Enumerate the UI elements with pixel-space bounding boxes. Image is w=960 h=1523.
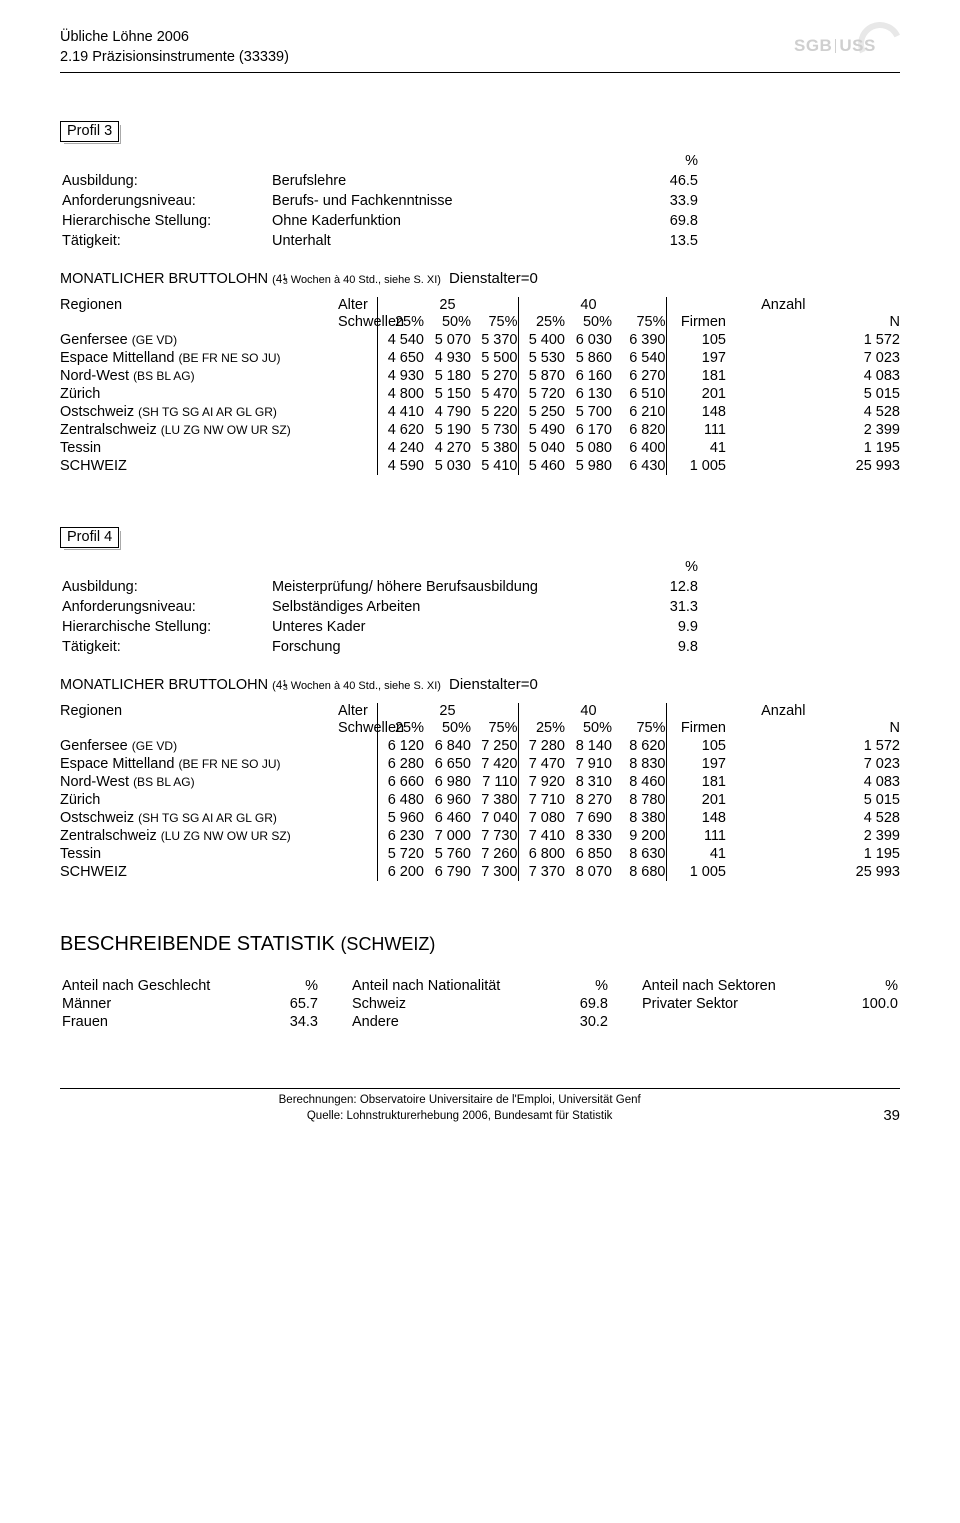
stats-row-item: Privater Sektor100.0 (642, 996, 898, 1012)
stats-header: Anteil nach Sektoren% (642, 978, 898, 994)
stats-title: BESCHREIBENDE STATISTIK (SCHWEIZ) (60, 933, 900, 956)
profil-attr-row: Ausbildung:Meisterprüfung/ höhere Berufs… (62, 578, 698, 596)
stats-block: Anteil nach Nationalität% Schweiz69.8 Ande… (350, 976, 610, 1032)
table-row: Genfersee (GE VD) 4 5405 0705 370 5 4006… (60, 331, 900, 349)
profil-attr-row: Tätigkeit:Forschung9.8 (62, 638, 698, 656)
stats-row-item: Andere30.2 (352, 1014, 608, 1030)
wage-table: Regionen Alter 25 40 Anzahl Schwellen 25… (60, 703, 900, 881)
table-row: SCHWEIZ 4 5905 0305 410 5 4605 9806 430 … (60, 457, 900, 475)
logo-right: USS (839, 36, 875, 55)
profil-box: Profil 3 (60, 121, 119, 142)
profil-attr-row: Anforderungsniveau:Selbständiges Arbeite… (62, 598, 698, 616)
table-row: Tessin 4 2404 2705 380 5 0405 0806 400 4… (60, 439, 900, 457)
stats-block: Anteil nach Geschlecht% Männer65.7 Frauen3… (60, 976, 320, 1032)
stats-header: Anteil nach Geschlecht% (62, 978, 318, 994)
sgb-uss-logo: SGB USS (794, 28, 900, 68)
table-row: SCHWEIZ 6 2006 7907 300 7 3708 0708 680 … (60, 863, 900, 881)
profil-section: Profil 3 % Ausbildung:Berufslehre46.5 Anf… (60, 121, 900, 475)
table-row: Nord-West (BS BL AG) 6 6606 9807 110 7 9… (60, 773, 900, 791)
table-header-row: Regionen Alter 25 40 Anzahl (60, 297, 900, 314)
header-left: Übliche Löhne 2006 2.19 Präzisionsinstru… (60, 28, 289, 67)
brutto-line: MONATLICHER BRUTTOLOHN (413 Wochen à 40 … (60, 676, 900, 693)
stats-row: Anteil nach Geschlecht% Männer65.7 Frauen3… (60, 976, 900, 1032)
profil-attr-row: Hierarchische Stellung:Unteres Kader9.9 (62, 618, 698, 636)
header-line1: Übliche Löhne 2006 (60, 28, 289, 48)
table-row: Espace Mittelland (BE FR NE SO JU) 4 650… (60, 349, 900, 367)
table-header-row: Regionen Alter 25 40 Anzahl (60, 703, 900, 720)
profil-attr-row: Ausbildung:Berufslehre46.5 (62, 172, 698, 190)
page-header: Übliche Löhne 2006 2.19 Präzisionsinstru… (60, 28, 900, 73)
page-number: 39 (859, 1107, 900, 1124)
table-row: Zentralschweiz (LU ZG NW OW UR SZ) 4 620… (60, 421, 900, 439)
profil-attr-row: Anforderungsniveau:Berufs- und Fachkennt… (62, 192, 698, 210)
profil-attr-row: Hierarchische Stellung:Ohne Kaderfunktio… (62, 212, 698, 230)
stats-row-item: Frauen34.3 (62, 1014, 318, 1030)
page-footer: Berechnungen: Observatoire Universitaire… (60, 1088, 900, 1124)
stats-header: Anteil nach Nationalität% (352, 978, 608, 994)
table-row: Nord-West (BS BL AG) 4 9305 1805 270 5 8… (60, 367, 900, 385)
profil-attrs: % Ausbildung:Berufslehre46.5 Anforderung… (60, 150, 700, 252)
wage-table: Regionen Alter 25 40 Anzahl Schwellen 25… (60, 297, 900, 475)
stats-row-item: Männer65.7 (62, 996, 318, 1012)
table-row: Zürich 4 8005 1505 470 5 7206 1306 510 2… (60, 385, 900, 403)
table-row: Ostschweiz (SH TG SG AI AR GL GR) 4 4104… (60, 403, 900, 421)
table-subheader-row: Schwellen 25%50%75% 25%50%75% FirmenN (60, 314, 900, 331)
table-subheader-row: Schwellen 25%50%75% 25%50%75% FirmenN (60, 720, 900, 737)
profil-box: Profil 4 (60, 527, 119, 548)
table-row: Ostschweiz (SH TG SG AI AR GL GR) 5 9606… (60, 809, 900, 827)
stats-block: Anteil nach Sektoren% Privater Sektor100.… (640, 976, 900, 1032)
profil-section: Profil 4 % Ausbildung:Meisterprüfung/ höh… (60, 527, 900, 881)
table-row: Zürich 6 4806 9607 380 7 7108 2708 780 2… (60, 791, 900, 809)
profil-attrs: % Ausbildung:Meisterprüfung/ höhere Beru… (60, 556, 700, 658)
logo-left: SGB (794, 36, 832, 55)
table-row: Tessin 5 7205 7607 260 6 8006 8508 630 4… (60, 845, 900, 863)
stats-row-item: Schweiz69.8 (352, 996, 608, 1012)
footer-line1: Berechnungen: Observatoire Universitaire… (60, 1093, 859, 1109)
footer-line2: Quelle: Lohnstrukturerhebung 2006, Bunde… (60, 1109, 859, 1125)
table-row: Zentralschweiz (LU ZG NW OW UR SZ) 6 230… (60, 827, 900, 845)
header-line2: 2.19 Präzisionsinstrumente (33339) (60, 48, 289, 68)
table-row: Espace Mittelland (BE FR NE SO JU) 6 280… (60, 755, 900, 773)
profil-attr-row: Tätigkeit:Unterhalt13.5 (62, 232, 698, 250)
table-row: Genfersee (GE VD) 6 1206 8407 250 7 2808… (60, 737, 900, 755)
brutto-line: MONATLICHER BRUTTOLOHN (413 Wochen à 40 … (60, 270, 900, 287)
